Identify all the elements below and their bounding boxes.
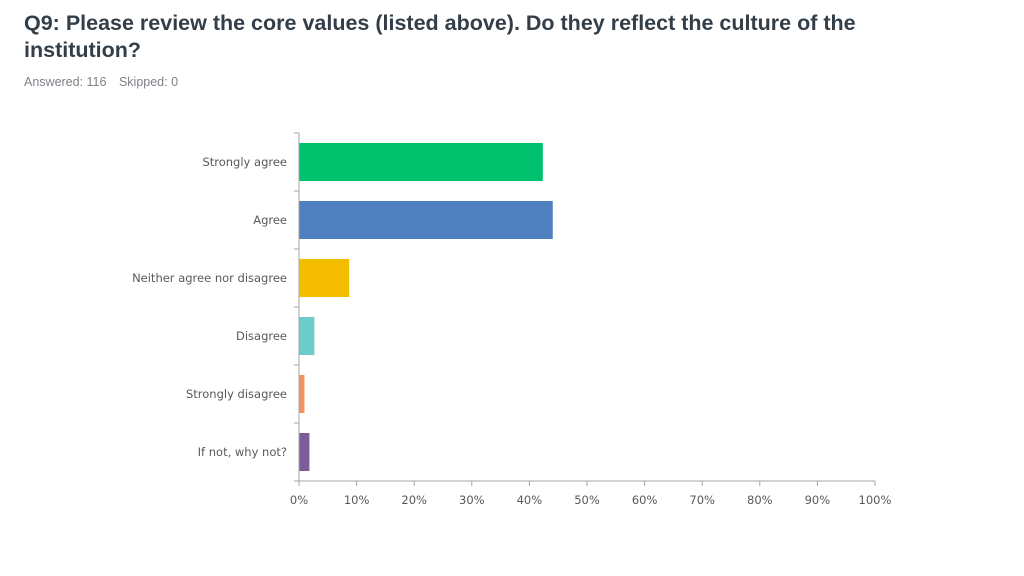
x-tick-label: 50% — [574, 493, 600, 507]
labels: Strongly agree Agree Neither agree nor dis… — [132, 155, 891, 507]
question-title: Q9: Please review the core values (liste… — [24, 11, 856, 62]
x-tick-label: 60% — [632, 493, 658, 507]
bar-strongly-agree — [299, 143, 543, 181]
category-label-strongly-disagree: Strongly disagree — [186, 387, 287, 401]
x-tick-label: 0% — [290, 493, 308, 507]
category-label-agree: Agree — [253, 213, 287, 227]
axes — [294, 132, 876, 486]
response-stats: Answered: 116 Skipped: 0 — [24, 75, 178, 89]
x-tick-label: 70% — [689, 493, 715, 507]
x-tick-label: 80% — [747, 493, 773, 507]
x-tick-label: 40% — [517, 493, 543, 507]
x-tick-label: 90% — [805, 493, 831, 507]
bar-strongly-disagree — [299, 375, 305, 413]
category-label-neither-agree-nor-disagree: Neither agree nor disagree — [132, 271, 287, 285]
x-tick-label: 20% — [401, 493, 427, 507]
x-tick-label: 100% — [859, 493, 892, 507]
bars — [299, 143, 553, 471]
answered-count: Answered: 116 — [24, 75, 107, 89]
category-label-strongly-agree: Strongly agree — [202, 155, 287, 169]
skipped-count: Skipped: 0 — [118, 75, 179, 89]
x-tick-label: 30% — [459, 493, 485, 507]
bar-disagree — [299, 317, 315, 355]
x-tick-label: 10% — [344, 493, 370, 507]
category-label-if-not-why-not: If not, why not? — [198, 445, 287, 459]
category-label-disagree: Disagree — [236, 329, 287, 343]
bar-if-not-why-not — [299, 433, 310, 471]
bar-neither-agree-nor-disagree — [299, 259, 350, 297]
bar-agree — [299, 201, 553, 239]
